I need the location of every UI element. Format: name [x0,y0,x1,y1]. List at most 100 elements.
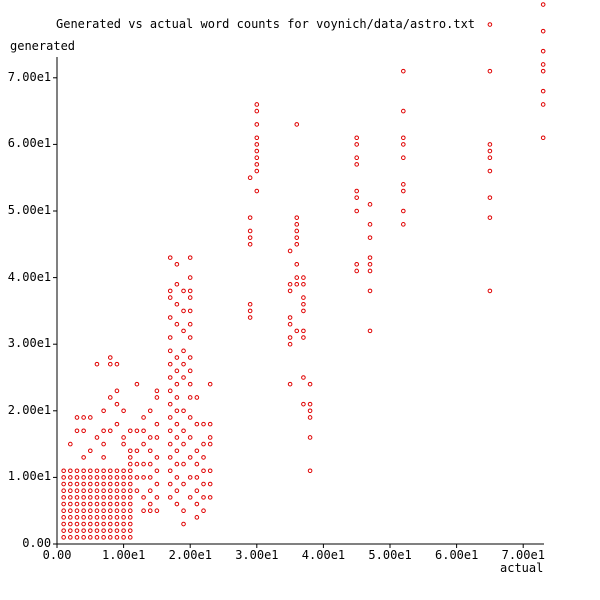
data-point [487,288,493,294]
data-point [401,155,406,161]
data-point [247,175,253,180]
data-point [167,468,173,474]
data-point [81,468,86,474]
data-point [81,535,86,540]
data-point [307,401,313,407]
data-point [167,441,173,447]
data-point [540,62,546,67]
data-point [354,155,360,161]
data-point [74,535,80,540]
data-point [294,222,300,227]
data-point [121,495,126,500]
data-point [167,481,173,487]
y-tick-label: 3.00e1 [7,336,52,351]
data-point [167,315,173,320]
data-point [167,295,173,300]
data-point [107,395,113,400]
data-point [121,535,126,540]
data-point [88,495,93,500]
data-point [81,521,86,527]
data-point [294,235,300,240]
data-point [88,515,93,520]
data-point [88,535,93,540]
data-point [101,515,106,520]
data-point [167,348,173,354]
y-tick-label: 5.00e1 [7,203,52,217]
data-point [147,501,153,507]
data-point [174,395,180,400]
data-point [401,135,406,141]
data-point [167,375,173,380]
data-point [174,261,180,267]
data-point [88,415,93,420]
data-point [94,495,100,500]
data-point [207,421,213,427]
data-point [187,368,193,374]
data-point [61,521,66,527]
data-point [187,355,193,360]
data-point [88,475,93,480]
data-point [127,468,133,474]
data-point [141,441,146,447]
data-point [127,495,133,500]
data-point [88,488,93,494]
data-point [187,495,193,500]
data-point [94,468,100,474]
x-tick-label: 6.00e1 [435,548,479,562]
data-point [61,468,66,474]
data-point [127,528,133,533]
data-point [247,315,253,320]
data-point [107,515,113,520]
data-point [167,415,173,420]
data-point [307,435,313,440]
data-point [181,408,186,414]
data-point [174,321,180,327]
data-point [154,468,160,474]
data-point [181,361,186,367]
data-point [167,255,173,260]
data-point [114,488,120,494]
data-point [101,408,106,414]
data-point [101,521,106,527]
data-point [540,88,546,94]
data-point [147,475,153,480]
data-point [121,475,126,480]
data-point [141,508,146,514]
data-point [114,401,120,407]
data-point [181,521,186,527]
data-point [121,508,126,514]
data-point [101,481,106,487]
data-point [254,108,260,114]
data-point [81,515,86,520]
data-point [147,435,153,440]
data-point [247,308,253,314]
data-point [114,421,120,427]
data-point [487,155,493,161]
data-point [134,475,140,480]
x-tick-label: 1.00e1 [102,548,146,562]
data-point [107,468,113,474]
data-point [367,202,373,207]
data-point [68,441,73,447]
data-point [121,468,126,474]
data-point [254,122,260,127]
data-point [94,481,100,487]
data-point [141,415,146,420]
data-point [247,242,253,247]
data-point [121,435,126,440]
data-point [401,108,406,114]
data-point [94,435,100,440]
data-point [114,535,120,540]
data-point [401,222,406,227]
data-point [301,295,306,300]
data-point [121,441,126,447]
data-point [81,501,86,507]
data-point [74,468,80,474]
data-point [354,142,360,147]
data-point [167,335,173,340]
data-point [121,501,126,507]
data-point [207,435,213,440]
data-point [154,435,160,440]
data-point [287,341,293,347]
